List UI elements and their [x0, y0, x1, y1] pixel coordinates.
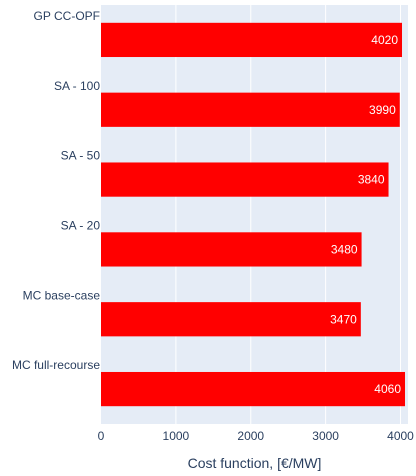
y-tick-label: MC full-recourse: [12, 358, 100, 372]
bar-value-labels: 4020 3990 3840 3480 3470 4060: [330, 33, 401, 396]
x-axis-tick-labels: 0 1000 2000 3000 4000: [98, 429, 415, 443]
bar: [101, 92, 400, 127]
y-axis-tick-labels: GP CC-OPF SA - 100 SA - 50 SA - 20 MC base-c…: [12, 9, 100, 372]
bar: [101, 232, 362, 267]
y-tick-label: SA - 100: [54, 79, 100, 93]
x-tick-label: 0: [98, 429, 105, 443]
bar-value-label: 3480: [331, 242, 358, 256]
y-tick-label: GP CC-OPF: [34, 9, 100, 23]
bar: [101, 162, 389, 197]
y-tick-label: SA - 50: [61, 149, 101, 163]
bars: [101, 22, 406, 407]
gridlines: [175, 5, 402, 424]
bar: [101, 302, 361, 337]
bar-value-label: 3840: [358, 173, 385, 187]
x-tick-label: 2000: [237, 429, 264, 443]
bar: [101, 22, 403, 58]
y-tick-label: SA - 20: [61, 218, 101, 232]
bar: [101, 371, 406, 407]
bar-value-label: 4020: [371, 33, 398, 47]
y-tick-label: MC base-case: [23, 288, 101, 302]
x-tick-label: 3000: [312, 429, 339, 443]
bar-value-label: 3470: [330, 312, 357, 326]
x-tick-label: 4000: [387, 429, 414, 443]
plot-area: [101, 5, 408, 424]
bar-value-label: 3990: [369, 103, 396, 117]
x-axis-title: Cost function, [€/MW]: [188, 455, 322, 471]
x-tick-label: 1000: [163, 429, 190, 443]
bar-value-label: 4060: [374, 382, 401, 396]
